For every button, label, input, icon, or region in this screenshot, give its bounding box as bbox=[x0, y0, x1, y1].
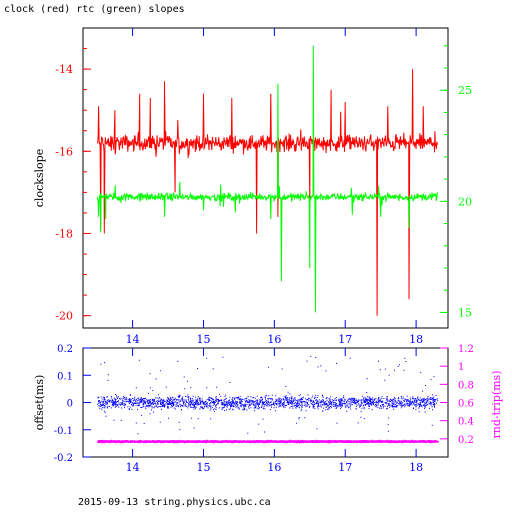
offset-y-axis-label: offset(ms) bbox=[33, 375, 46, 431]
x-tick-label: 17 bbox=[338, 333, 352, 346]
right-tick-label: 20 bbox=[458, 195, 472, 208]
offset-left-tick-label: -0.2 bbox=[54, 453, 73, 464]
right-tick-label: 25 bbox=[458, 84, 472, 97]
left-tick-label: -18 bbox=[55, 227, 73, 240]
x-tick-label: 15 bbox=[196, 333, 210, 346]
offset-x-tick-label: 18 bbox=[409, 461, 423, 474]
offset-left-tick-label: 0.1 bbox=[57, 371, 73, 382]
offset-left-tick-label: 0.2 bbox=[57, 344, 73, 355]
right-tick-label: 15 bbox=[458, 306, 472, 319]
chart-title: clock (red) rtc (green) slopes bbox=[4, 4, 185, 15]
roundtrip-points bbox=[97, 439, 439, 444]
x-tick-label: 16 bbox=[267, 333, 281, 346]
offset-left-tick-label: -0.1 bbox=[54, 426, 73, 437]
offset-points bbox=[97, 355, 439, 435]
left-tick-label: -14 bbox=[55, 63, 73, 76]
offset-right-tick-label: 0.2 bbox=[458, 435, 474, 446]
offset-right-tick-label: 1.2 bbox=[458, 344, 474, 355]
offset-left-tick-label: 0 bbox=[67, 399, 73, 410]
rtc-series-line bbox=[96, 45, 438, 313]
clock-series-line bbox=[96, 69, 438, 316]
offset-panel: 0.2 0.1 0 -0.1 -0.2 1.2 1 0.8 0.6 0.4 0.2 14 15 16 17 1… bbox=[33, 344, 503, 474]
offset-x-tick-label: 15 bbox=[196, 461, 210, 474]
offset-right-tick-label: 1 bbox=[458, 362, 464, 373]
x-tick-label: 18 bbox=[409, 333, 423, 346]
offset-right-tick-label: 0.8 bbox=[458, 380, 474, 391]
x-tick-label: 14 bbox=[126, 333, 140, 346]
footer-caption: 2015-09-13 string.physics.ubc.ca bbox=[78, 497, 271, 508]
y-axis-label: clockslope bbox=[33, 149, 46, 207]
offset-right-tick-label: 0.4 bbox=[458, 417, 474, 428]
offset-x-tick-label: 16 bbox=[267, 461, 281, 474]
offset-x-tick-label: 17 bbox=[338, 461, 352, 474]
offset-x-tick-label: 14 bbox=[126, 461, 140, 474]
slopes-panel: -14 -16 -18 -20 15 20 25 14 15 16 17 18 clockslope bbox=[33, 27, 472, 346]
offset-right-tick-label: 0.6 bbox=[458, 399, 474, 410]
slopes-frame bbox=[82, 27, 449, 329]
left-tick-label: -20 bbox=[55, 310, 73, 323]
left-tick-label: -16 bbox=[55, 145, 73, 158]
roundtrip-y-axis-label: rnd-trip(ms) bbox=[490, 371, 503, 439]
